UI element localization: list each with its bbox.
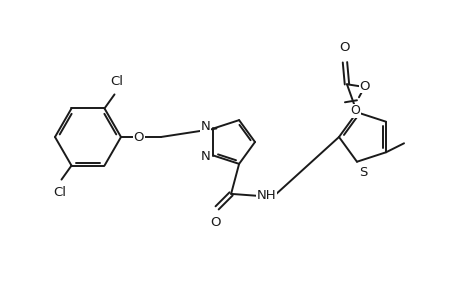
Text: Cl: Cl xyxy=(110,75,123,88)
Text: Cl: Cl xyxy=(53,186,66,199)
Text: NH: NH xyxy=(256,189,275,203)
Text: O: O xyxy=(134,130,144,143)
Text: O: O xyxy=(359,80,369,93)
Text: O: O xyxy=(209,216,220,229)
Text: N: N xyxy=(200,120,210,133)
Text: S: S xyxy=(358,166,367,179)
Text: O: O xyxy=(349,104,359,117)
Text: N: N xyxy=(200,150,210,163)
Text: O: O xyxy=(339,41,349,54)
